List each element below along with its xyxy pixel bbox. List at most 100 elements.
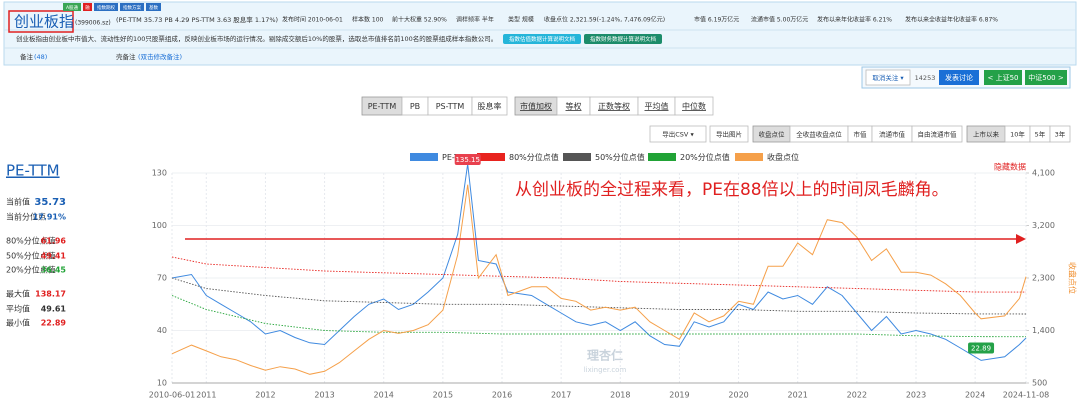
shell-notes-hint[interactable]: (双击修改备注) [138, 52, 182, 61]
tool-label[interactable]: 导出图片 [716, 130, 742, 139]
tab[interactable] [471, 96, 508, 116]
x-tick-label: 2014 [374, 391, 394, 400]
tool-button[interactable] [649, 125, 707, 143]
stat-label: 当前分位点 [6, 212, 46, 222]
tab-label[interactable]: PS-TTM [436, 102, 465, 111]
stat-value: 17.91% [33, 213, 66, 222]
stats: 当前值 35.73当前分位点17.91%80%分位点值61.9650%分位点值49… [6, 197, 66, 328]
tool-label[interactable]: 3年 [1055, 130, 1066, 139]
series-line [171, 256, 1027, 293]
arrow-head [1016, 234, 1026, 244]
unfollow-text[interactable]: 取消关注 ▾ [872, 73, 904, 82]
tool-label[interactable]: 导出CSV ▾ [662, 130, 694, 139]
value-badge [454, 153, 481, 165]
tab-label[interactable]: 正数等权 [598, 101, 630, 111]
tab-label[interactable]: 市值加权 [520, 101, 552, 111]
info-item: 样本数 100 [352, 16, 384, 24]
tab-label[interactable]: PB [410, 102, 420, 111]
y-tick-label: 40 [157, 326, 167, 335]
prev-button[interactable] [984, 70, 1022, 85]
index-title: 创业板指 [14, 13, 74, 31]
x-tick-label: 2016 [492, 391, 512, 400]
x-tick-label: 2022 [847, 391, 867, 400]
notes-count[interactable]: (48) [34, 53, 47, 61]
legend-swatch [410, 153, 438, 161]
doc-button[interactable] [503, 34, 581, 44]
y-tick-label: 100 [152, 221, 167, 230]
value-label: 22.89 [971, 344, 991, 352]
toolbar: 导出CSV ▾ 导出图片 收盘点位 全收益收盘点位 市值 流通市值 自由流通市值 上市以来 10… [649, 125, 1071, 143]
y-tick-label: 70 [157, 274, 167, 283]
tab-label[interactable]: 平均值 [645, 101, 669, 111]
tool-button[interactable] [709, 125, 749, 143]
badge-text: 融 [85, 4, 90, 11]
info-item: 收盘点位 2,321.59(-1.24%, 7,476.09亿元) [544, 16, 665, 24]
title-box [8, 10, 74, 33]
legend-label[interactable]: 20%分位点值 [680, 152, 730, 162]
plot: 10 40 70 100 130 500 1,400 2,300 3,200 4,100 2010-… [149, 153, 1055, 400]
y2-label: 收盘点位 [1068, 262, 1078, 294]
unfollow-button[interactable] [865, 69, 911, 86]
legend-swatch [648, 153, 676, 161]
stat-label: 平均值 [6, 304, 30, 314]
info-row: 发布时间 2010-06-01 样本数 100 前十大权重 52.90% 调样频率 半… [282, 16, 998, 24]
badge [83, 3, 92, 11]
tab[interactable] [674, 96, 714, 116]
legend-label[interactable]: 80%分位点值 [509, 152, 559, 162]
legend-label[interactable]: 收盘点位 [767, 152, 799, 162]
tab-label[interactable]: 等权 [566, 101, 582, 111]
badges: A股通 融 指数期权 指数方案 基数 [63, 3, 161, 11]
doc-button-text[interactable]: 指数财务数据计算说明文档 [590, 35, 657, 43]
badge [94, 3, 118, 11]
series-line [171, 295, 1027, 338]
info-item: 市值 6.19万亿元 [694, 16, 739, 24]
legend-swatch [735, 153, 763, 161]
x-tick-label: 2023 [906, 391, 926, 400]
tool-label[interactable]: 自由流通市值 [918, 130, 958, 139]
stat-value: 61.96 [41, 237, 67, 246]
tool-label[interactable]: 全收益收盘点位 [796, 130, 842, 139]
x-tick-label: 2015 [433, 391, 453, 400]
badge [120, 3, 144, 11]
x-tick-label: 2012 [255, 391, 275, 400]
badge [63, 3, 81, 11]
tool-button[interactable] [911, 125, 963, 143]
y2-tick-label: 1,400 [1032, 326, 1055, 335]
x-tick-label: 2011 [196, 391, 216, 400]
info-item: 发布以来年化收益率 6.21% [817, 16, 892, 24]
stat-label: 20%分位点值 [6, 265, 56, 275]
legend-label[interactable]: 50%分位点值 [595, 152, 645, 162]
stat-label: 最小值 [6, 318, 30, 328]
tool-label[interactable]: 5年 [1035, 130, 1046, 139]
doc-button-text[interactable]: 指数估值数据计算说明文档 [509, 35, 576, 43]
tool-label[interactable]: 10年 [1010, 130, 1025, 139]
stat-value: 22.89 [41, 319, 67, 328]
doc-button[interactable] [584, 34, 662, 44]
tool-button[interactable] [1049, 125, 1071, 143]
prev-text[interactable]: < 上证50 [988, 73, 1019, 82]
stat-label: 当前值 [6, 197, 30, 207]
info-item: 前十大权重 52.90% [392, 16, 447, 24]
x-tick-label: 2019 [669, 391, 689, 400]
tab-label[interactable]: 股息率 [478, 101, 502, 111]
info-item: 流通市值 5.00万亿元 [751, 16, 808, 24]
next-button[interactable] [1025, 70, 1067, 85]
tool-label[interactable]: 流通市值 [879, 130, 906, 139]
tab-label[interactable]: 中位数 [682, 101, 706, 111]
shell-notes-label: 壳备注 [116, 52, 136, 61]
badge-text: 指数期权 [97, 4, 115, 11]
next-text[interactable]: 中证500 > [1028, 73, 1064, 82]
tool-label[interactable]: 收盘点位 [759, 130, 786, 139]
tab-label[interactable]: PE-TTM [368, 102, 397, 111]
tabs: PE-TTM PB PS-TTM 股息率 市值加权 等权 正数等权 平均值 中位数 [361, 96, 714, 116]
notes-label: 备注 [20, 52, 34, 61]
x-tick-label: 2024 [965, 391, 985, 400]
hide-data[interactable]: 隐藏数据 [994, 162, 1026, 172]
discuss-text[interactable]: 发表讨论 [945, 73, 973, 82]
discuss-button[interactable] [939, 70, 979, 85]
y-tick-label: 130 [152, 169, 167, 178]
legend-swatch [563, 153, 591, 161]
tool-label[interactable]: 上市以来 [973, 130, 1000, 139]
tool-label[interactable]: 市值 [854, 130, 868, 139]
